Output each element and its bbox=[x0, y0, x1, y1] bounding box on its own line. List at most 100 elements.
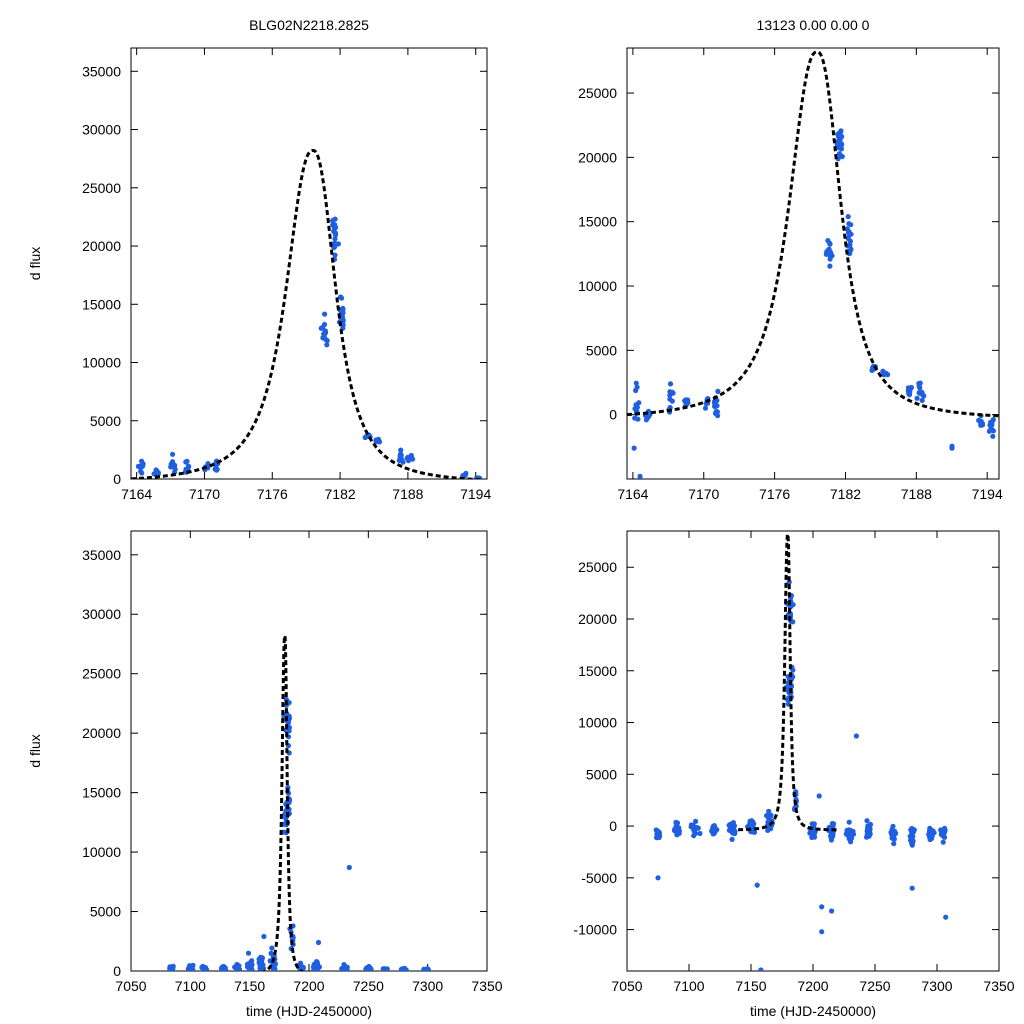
data-point bbox=[333, 224, 339, 230]
data-point bbox=[674, 826, 680, 833]
data-point bbox=[635, 416, 641, 422]
data-point bbox=[222, 965, 228, 971]
x-tick-label: 7200 bbox=[797, 978, 828, 994]
data-point bbox=[138, 465, 144, 471]
data-point bbox=[268, 950, 274, 957]
data-point bbox=[691, 833, 697, 839]
data-point bbox=[712, 826, 718, 832]
data-point bbox=[204, 967, 210, 971]
data-point bbox=[332, 232, 339, 238]
panel-bottom-left: 7050 7100 7150 7200 7250 7300 7350 0 5000 10000 15… bbox=[27, 530, 503, 1019]
data-point bbox=[324, 342, 330, 348]
x-axis-label: time (HJD-2450000) bbox=[750, 1003, 876, 1019]
y-tick-label: 5000 bbox=[90, 413, 121, 429]
data-point bbox=[940, 839, 946, 845]
data-point bbox=[398, 447, 404, 453]
data-point bbox=[396, 457, 402, 463]
data-point bbox=[636, 400, 642, 406]
data-point bbox=[979, 422, 986, 428]
y-tick-label: -5000 bbox=[581, 870, 617, 886]
data-point bbox=[732, 828, 738, 835]
data-point bbox=[926, 828, 933, 834]
data-point bbox=[321, 333, 327, 339]
y-axis-label: d flux bbox=[27, 247, 43, 280]
data-point bbox=[684, 398, 690, 404]
data-point bbox=[850, 828, 856, 835]
data-point bbox=[403, 967, 409, 971]
data-point bbox=[340, 310, 346, 316]
data-point bbox=[837, 138, 843, 144]
data-point bbox=[674, 820, 681, 826]
data-point bbox=[865, 825, 871, 831]
x-tick-label: 7050 bbox=[115, 978, 146, 994]
y-tick-label: 5000 bbox=[90, 904, 121, 920]
x-tick-label: 7194 bbox=[972, 486, 1003, 502]
y-tick-label: 0 bbox=[113, 471, 121, 487]
data-point bbox=[237, 969, 243, 971]
data-point bbox=[185, 463, 191, 469]
data-point bbox=[911, 828, 917, 835]
x-tick-label: 7150 bbox=[234, 978, 265, 994]
data-point bbox=[344, 967, 350, 971]
data-point bbox=[183, 459, 189, 465]
data-point bbox=[715, 413, 721, 419]
y-tick-label: 10000 bbox=[82, 355, 121, 371]
data-point bbox=[836, 151, 843, 157]
data-point bbox=[691, 828, 697, 834]
y-tick-label: 25000 bbox=[82, 180, 121, 196]
data-point bbox=[170, 451, 176, 457]
data-point bbox=[702, 405, 709, 411]
data-point bbox=[322, 311, 328, 317]
data-point bbox=[318, 325, 324, 331]
data-point bbox=[151, 471, 157, 477]
data-point bbox=[270, 966, 277, 971]
data-point bbox=[829, 908, 835, 914]
x-tick-label: 7182 bbox=[325, 486, 356, 502]
data-point bbox=[846, 828, 852, 834]
data-point bbox=[339, 295, 345, 301]
y-tick-label: 5000 bbox=[586, 342, 617, 358]
data-point bbox=[314, 963, 320, 970]
y-tick-label: 30000 bbox=[82, 122, 121, 138]
data-point bbox=[845, 832, 851, 839]
data-point bbox=[819, 929, 825, 935]
data-point bbox=[631, 445, 637, 451]
data-points bbox=[167, 697, 431, 971]
data-point bbox=[828, 837, 835, 843]
x-tick-label: 7350 bbox=[471, 978, 502, 994]
data-point bbox=[816, 793, 822, 799]
data-point bbox=[715, 388, 721, 394]
data-point bbox=[655, 875, 661, 881]
data-point bbox=[214, 466, 220, 472]
data-point bbox=[261, 933, 267, 940]
x-axis-label: time (HJD-2450000) bbox=[246, 1003, 372, 1019]
data-point bbox=[667, 381, 674, 387]
plot-frame bbox=[130, 530, 488, 972]
x-tick-label: 7150 bbox=[735, 978, 766, 994]
y-tick-label: 20000 bbox=[82, 725, 121, 741]
data-point bbox=[398, 966, 404, 971]
x-tick-label: 7300 bbox=[412, 978, 443, 994]
data-point bbox=[368, 966, 374, 971]
data-point bbox=[667, 396, 673, 402]
data-point bbox=[889, 835, 895, 841]
x-tick-label: 7188 bbox=[392, 486, 423, 502]
data-point bbox=[729, 836, 735, 843]
data-point bbox=[938, 831, 944, 838]
data-point bbox=[655, 832, 661, 838]
data-point bbox=[669, 389, 675, 395]
data-point bbox=[461, 472, 467, 478]
data-point bbox=[269, 945, 275, 951]
data-point bbox=[845, 229, 852, 236]
y-tick-label: 0 bbox=[113, 963, 121, 979]
y-tick-label: 10000 bbox=[578, 715, 617, 731]
y-tick-label: 20000 bbox=[578, 611, 617, 627]
data-point bbox=[891, 841, 897, 847]
data-point bbox=[828, 832, 834, 839]
data-point bbox=[826, 246, 832, 252]
x-tick-label: 7250 bbox=[353, 978, 384, 994]
data-point bbox=[633, 380, 639, 386]
data-point bbox=[986, 428, 993, 434]
y-tick-label: 20000 bbox=[82, 238, 121, 254]
y-tick-label: 0 bbox=[609, 818, 617, 834]
